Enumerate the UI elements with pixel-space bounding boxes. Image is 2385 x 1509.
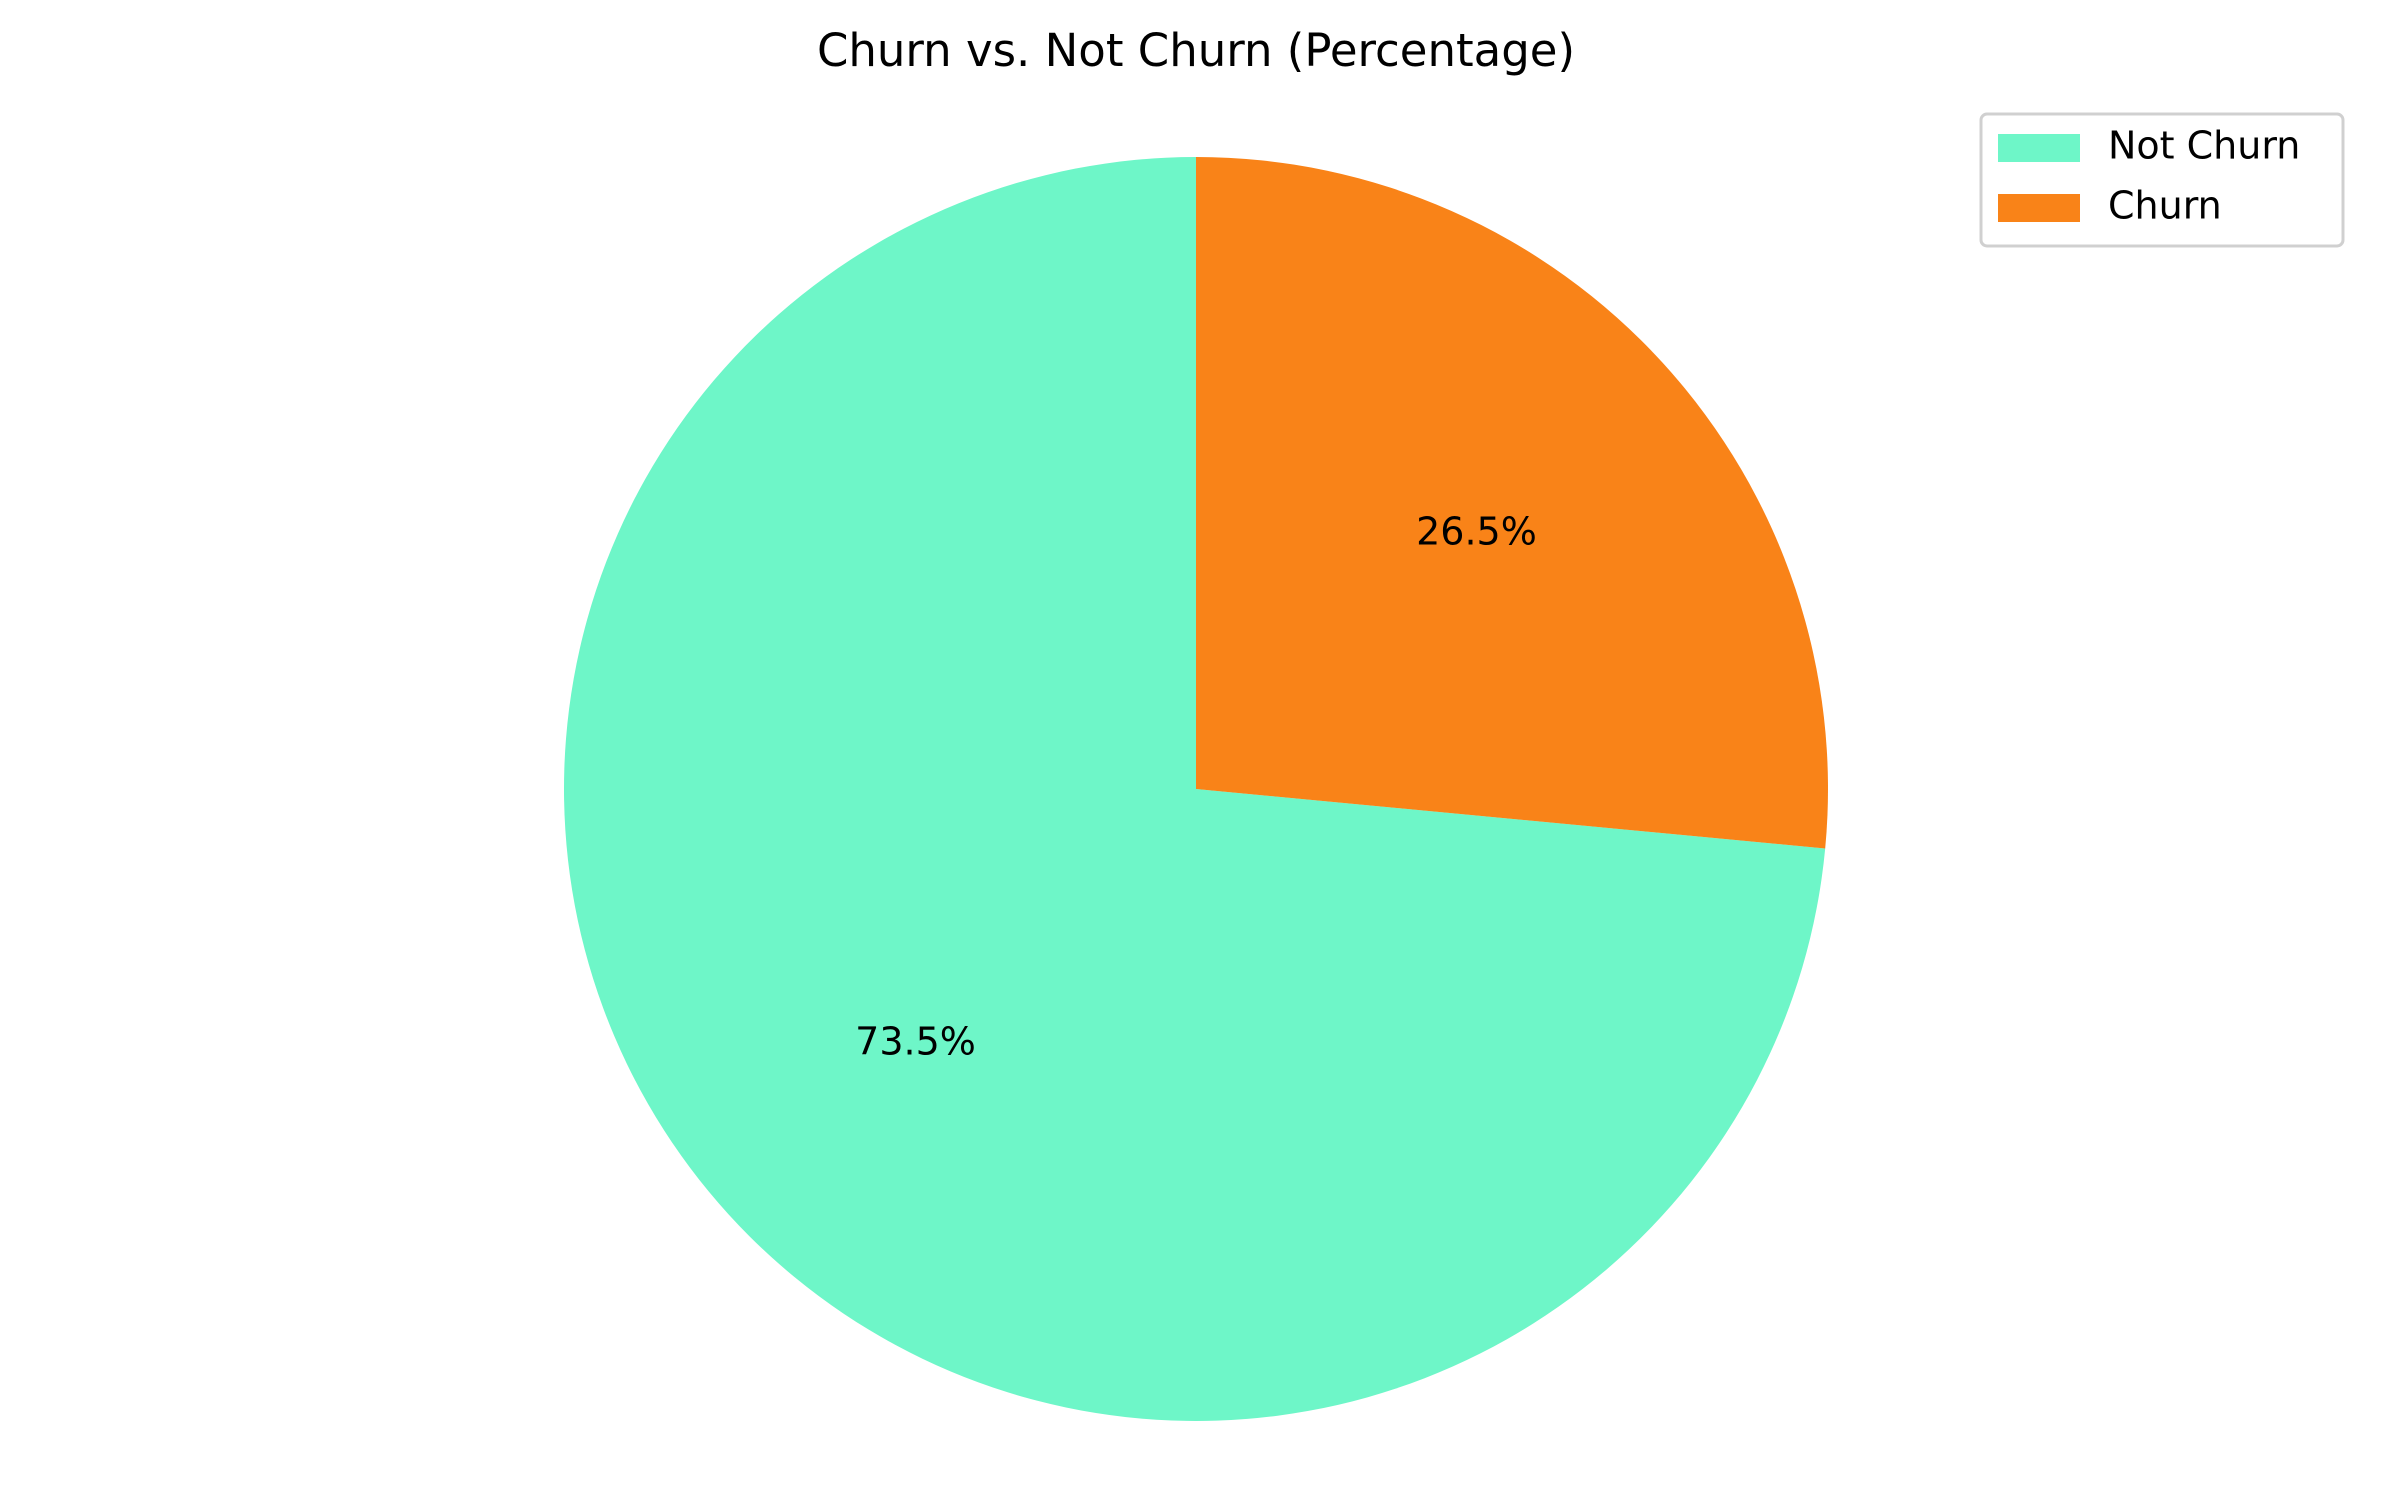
legend: Not Churn Churn	[1979, 112, 2345, 248]
legend-entries: Not Churn Churn	[1998, 124, 2300, 228]
legend-swatch-not-churn	[1998, 134, 2080, 162]
pie-slice-not-churn	[563, 157, 1826, 1422]
legend-swatch-churn	[1998, 194, 2080, 222]
chart-title: Churn vs. Not Churn (Percentage)	[817, 24, 1575, 77]
slice-label-churn: 26.5%	[1416, 509, 1537, 553]
pie-slice-churn	[1196, 157, 1828, 849]
slice-label-not-churn: 73.5%	[855, 1020, 976, 1064]
pie-slice-labels: 73.5% 26.5%	[855, 509, 1537, 1063]
legend-label-not-churn: Not Churn	[2108, 124, 2300, 168]
legend-label-churn: Churn	[2108, 184, 2222, 228]
pie-slices	[563, 157, 1828, 1422]
